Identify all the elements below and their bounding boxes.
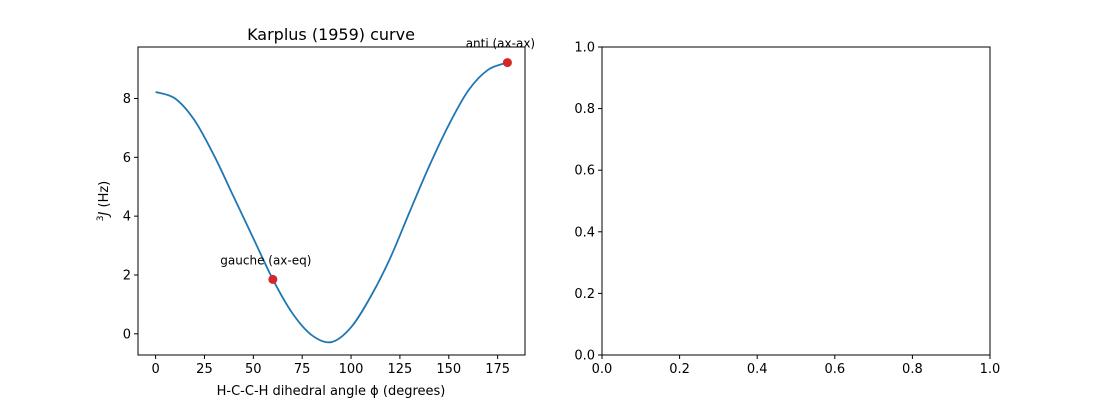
x-tick-label: 25 (196, 362, 213, 377)
x-tick-label: 0 (151, 362, 159, 377)
x-tick-label: 175 (485, 362, 510, 377)
x-tick-label: 0.4 (747, 362, 768, 377)
x-tick-label: 0.8 (902, 362, 923, 377)
karplus-curve-line (155, 61, 508, 344)
y-axis-label-unit: (Hz) (97, 181, 112, 212)
x-tick-label: 75 (294, 362, 311, 377)
x-tick-label: 0.6 (824, 362, 845, 377)
y-axis-label-symbol: J (97, 211, 112, 218)
x-tick-label: 150 (436, 362, 461, 377)
y-tick-label: 0.6 (574, 164, 595, 179)
karplus-axes: Karplus (1959) curve 0 2 4 6 8 0 25 50 75 100 125… (96, 25, 535, 399)
y-tick-label: 0 (123, 327, 131, 342)
y-ticks: 0 2 4 6 8 (123, 92, 138, 342)
y-ticks-empty: 0.0 0.2 0.4 0.6 0.8 1.0 (574, 41, 602, 364)
y-tick-label: 2 (123, 268, 131, 283)
x-tick-label: 100 (339, 362, 364, 377)
x-tick-label: 1.0 (980, 362, 1001, 377)
highlight-point (502, 58, 512, 68)
plot-frame (137, 46, 526, 356)
empty-plot-frame (601, 46, 991, 356)
y-tick-label: 0.0 (574, 349, 595, 364)
x-tick-label: 50 (245, 362, 262, 377)
highlight-points: gauche (ax-eq)anti (ax-ax) (220, 37, 535, 284)
chart-title: Karplus (1959) curve (247, 25, 415, 44)
y-tick-label: 6 (123, 151, 131, 166)
x-tick-label: 0.0 (592, 362, 613, 377)
x-axis-label: H-C-C-H dihedral angle ϕ (degrees) (217, 384, 446, 399)
x-ticks: 0 25 50 75 100 125 150 175 (151, 355, 510, 377)
empty-axes: 0.0 0.2 0.4 0.6 0.8 1.0 0.0 0.2 0.4 0.6 0.8 1.0 (574, 41, 1000, 378)
y-axis-label: 3J (Hz) (96, 181, 112, 221)
x-tick-label: 0.2 (669, 362, 690, 377)
y-tick-label: 0.8 (574, 102, 595, 117)
y-tick-label: 0.4 (574, 225, 595, 240)
highlight-point (268, 274, 278, 284)
y-tick-label: 0.2 (574, 287, 595, 302)
y-tick-label: 4 (123, 210, 131, 225)
y-tick-label: 8 (123, 92, 131, 107)
x-ticks-empty: 0.0 0.2 0.4 0.6 0.8 1.0 (592, 355, 1001, 377)
y-tick-label: 1.0 (574, 41, 595, 56)
y-axis-label-superscript: 3 (96, 215, 106, 221)
point-annotation: gauche (ax-eq) (220, 253, 311, 267)
x-tick-label: 125 (387, 362, 412, 377)
